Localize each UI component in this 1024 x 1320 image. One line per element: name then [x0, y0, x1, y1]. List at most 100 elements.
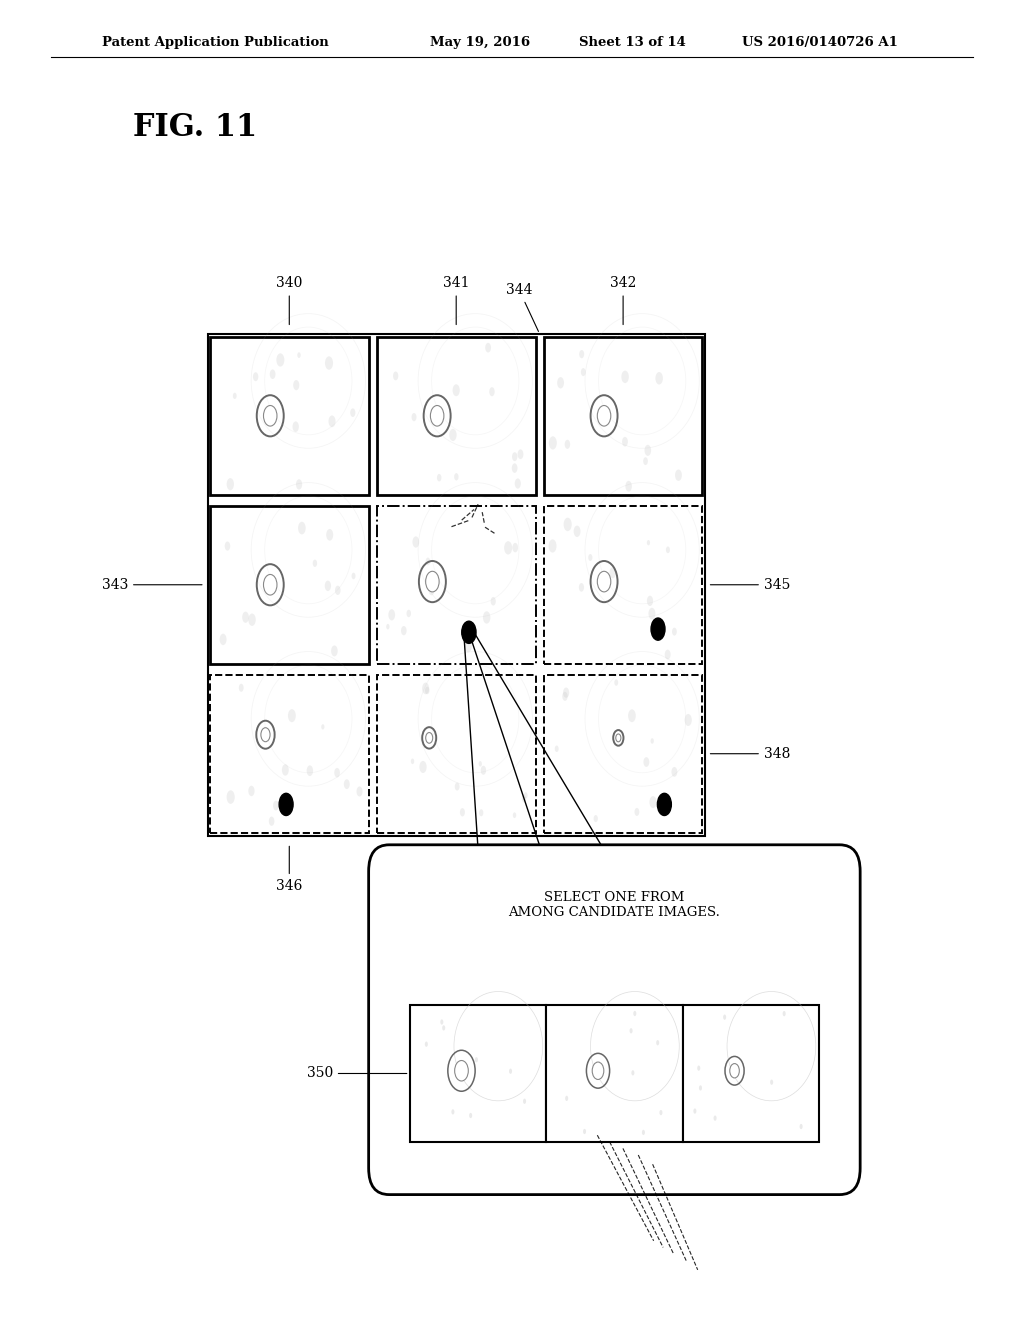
Ellipse shape	[425, 1041, 428, 1047]
Text: 343: 343	[101, 578, 202, 591]
Ellipse shape	[351, 573, 355, 579]
Ellipse shape	[643, 758, 649, 767]
Bar	[377, 506, 536, 664]
Ellipse shape	[643, 457, 648, 465]
Ellipse shape	[325, 581, 331, 591]
Ellipse shape	[293, 380, 299, 391]
Ellipse shape	[334, 768, 340, 777]
Text: Sheet 13 of 14: Sheet 13 of 14	[579, 36, 685, 49]
Ellipse shape	[699, 1085, 702, 1090]
Ellipse shape	[327, 529, 333, 541]
Ellipse shape	[517, 449, 523, 459]
Ellipse shape	[685, 714, 692, 726]
Ellipse shape	[288, 709, 296, 722]
Ellipse shape	[649, 796, 656, 808]
Ellipse shape	[268, 577, 275, 587]
Ellipse shape	[248, 614, 256, 626]
Ellipse shape	[429, 586, 434, 595]
Ellipse shape	[442, 1026, 445, 1031]
Ellipse shape	[226, 478, 233, 490]
Ellipse shape	[460, 808, 465, 817]
Text: May 19, 2016: May 19, 2016	[430, 36, 530, 49]
Ellipse shape	[422, 682, 429, 694]
Ellipse shape	[562, 692, 567, 701]
Ellipse shape	[420, 760, 427, 774]
Ellipse shape	[651, 618, 665, 640]
Ellipse shape	[675, 470, 682, 480]
Ellipse shape	[430, 405, 443, 426]
Ellipse shape	[770, 1080, 773, 1085]
Ellipse shape	[648, 607, 655, 619]
Ellipse shape	[306, 766, 313, 776]
Ellipse shape	[609, 568, 616, 578]
Ellipse shape	[626, 480, 632, 491]
Ellipse shape	[296, 479, 302, 490]
Ellipse shape	[426, 557, 430, 565]
Ellipse shape	[563, 688, 569, 698]
Ellipse shape	[644, 445, 651, 455]
Ellipse shape	[714, 1115, 717, 1121]
Ellipse shape	[464, 640, 472, 652]
Ellipse shape	[597, 572, 610, 591]
Ellipse shape	[515, 478, 521, 488]
Ellipse shape	[356, 787, 362, 796]
Bar	[208, 334, 705, 836]
Ellipse shape	[426, 733, 433, 743]
Ellipse shape	[672, 627, 677, 636]
Ellipse shape	[647, 595, 653, 606]
Text: 347: 347	[443, 846, 469, 894]
Ellipse shape	[483, 611, 490, 623]
Ellipse shape	[579, 583, 584, 591]
Ellipse shape	[350, 408, 355, 417]
Ellipse shape	[490, 597, 496, 606]
Ellipse shape	[232, 392, 237, 399]
Bar	[683, 1006, 819, 1142]
Ellipse shape	[276, 354, 285, 367]
Ellipse shape	[478, 762, 482, 767]
Ellipse shape	[523, 1098, 526, 1104]
Ellipse shape	[622, 371, 629, 383]
FancyBboxPatch shape	[369, 845, 860, 1195]
Ellipse shape	[557, 378, 564, 388]
Bar	[210, 506, 369, 664]
Bar	[210, 337, 369, 495]
Bar	[377, 675, 536, 833]
Ellipse shape	[693, 1109, 696, 1114]
Ellipse shape	[224, 541, 230, 550]
Ellipse shape	[697, 1065, 700, 1071]
Ellipse shape	[455, 1060, 468, 1081]
Ellipse shape	[469, 1113, 472, 1118]
Ellipse shape	[393, 371, 398, 380]
Ellipse shape	[509, 1069, 512, 1074]
Ellipse shape	[411, 759, 415, 764]
Ellipse shape	[242, 611, 249, 623]
Ellipse shape	[407, 610, 411, 618]
Ellipse shape	[388, 610, 395, 620]
Ellipse shape	[344, 779, 350, 789]
Ellipse shape	[630, 1028, 633, 1034]
Ellipse shape	[513, 812, 516, 818]
Ellipse shape	[655, 372, 663, 384]
Text: US 2016/0140726 A1: US 2016/0140726 A1	[742, 36, 898, 49]
Ellipse shape	[437, 474, 441, 482]
Ellipse shape	[425, 686, 429, 694]
Ellipse shape	[549, 437, 557, 450]
Ellipse shape	[263, 405, 276, 426]
Ellipse shape	[312, 560, 317, 568]
Ellipse shape	[650, 738, 654, 743]
Text: 341: 341	[443, 276, 469, 325]
Ellipse shape	[412, 413, 417, 421]
Ellipse shape	[512, 453, 517, 461]
Text: Patent Application Publication: Patent Application Publication	[102, 36, 329, 49]
Ellipse shape	[489, 387, 495, 396]
Ellipse shape	[253, 372, 258, 381]
Ellipse shape	[565, 1096, 568, 1101]
Ellipse shape	[563, 517, 571, 531]
Ellipse shape	[512, 463, 517, 473]
Ellipse shape	[282, 764, 289, 776]
Ellipse shape	[657, 793, 672, 816]
Bar	[410, 1006, 546, 1142]
Ellipse shape	[628, 709, 636, 722]
Ellipse shape	[239, 684, 244, 692]
Ellipse shape	[647, 540, 650, 545]
